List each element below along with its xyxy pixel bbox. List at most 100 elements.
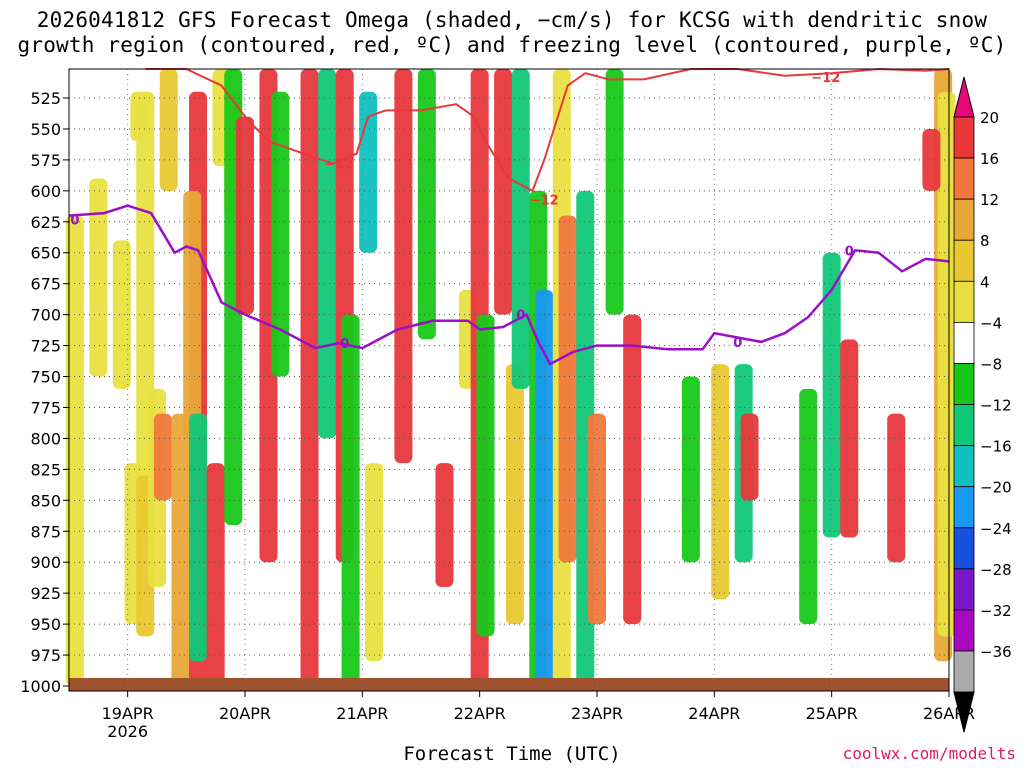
y-axis: 525 550 575 600 625 650 675 700 725 750 775 800 825 8… bbox=[20, 89, 69, 696]
omega-cell bbox=[822, 252, 841, 538]
colorbar-label: 8 bbox=[980, 232, 990, 250]
omega-cell bbox=[65, 215, 84, 686]
y-tick-label: 975 bbox=[30, 646, 61, 665]
site-credit: coolwx.com/modelts bbox=[842, 744, 1016, 763]
grid-layer bbox=[69, 69, 950, 691]
omega-cell bbox=[740, 413, 759, 501]
omega-cell bbox=[89, 178, 108, 377]
colorbar-swatch bbox=[953, 280, 975, 323]
ground-layer bbox=[69, 678, 949, 691]
omega-cell bbox=[623, 314, 642, 625]
y-tick-label: 550 bbox=[30, 120, 61, 139]
omega-cell bbox=[588, 413, 606, 625]
colorbar-label: −32 bbox=[980, 602, 1012, 620]
y-tick-label: 750 bbox=[30, 368, 61, 387]
omega-cell bbox=[476, 314, 495, 637]
omega-cell bbox=[206, 463, 225, 686]
contour-label: −12 bbox=[811, 71, 840, 86]
colorbar-swatch bbox=[953, 568, 975, 611]
omega-cell bbox=[159, 69, 178, 191]
y-tick-label: 825 bbox=[30, 460, 61, 479]
colorbar-label: 16 bbox=[980, 150, 999, 168]
omega-cell bbox=[494, 69, 513, 315]
x-tick-sublabel: 2026 bbox=[107, 722, 148, 741]
omega-cell bbox=[189, 413, 208, 662]
colorbar-label: −28 bbox=[980, 561, 1012, 579]
colorbar-swatch bbox=[953, 404, 975, 447]
omega-cell bbox=[511, 69, 530, 389]
omega-cell bbox=[605, 69, 624, 315]
omega-cell bbox=[711, 364, 730, 600]
y-tick-label: 725 bbox=[30, 337, 61, 356]
contour-label: 0 bbox=[516, 309, 525, 324]
contour-label: 0 bbox=[340, 337, 349, 352]
dgz-minus12-contour bbox=[145, 67, 950, 193]
omega-cell bbox=[394, 69, 413, 464]
y-tick-label: 925 bbox=[30, 584, 61, 603]
omega-cell bbox=[341, 314, 360, 686]
colorbar-label: −16 bbox=[980, 438, 1012, 456]
y-tick-label: 950 bbox=[30, 615, 61, 634]
colorbar-label: −8 bbox=[980, 355, 1002, 373]
omega-cell bbox=[318, 69, 337, 439]
colorbar-swatch bbox=[953, 321, 975, 364]
omega-cell bbox=[153, 413, 172, 501]
omega-cell bbox=[183, 190, 202, 439]
x-tick-label: 20APR bbox=[219, 704, 271, 723]
colorbar-swatch bbox=[953, 116, 975, 159]
colorbar-swatch bbox=[953, 363, 975, 405]
x-tick-label: 23APR bbox=[571, 704, 623, 723]
colorbar-swatch bbox=[953, 239, 975, 282]
chart-title-line1: 2026041812 GFS Forecast Omega (shaded, −… bbox=[36, 8, 988, 32]
omega-cell bbox=[505, 364, 524, 625]
colorbar-label: −24 bbox=[980, 520, 1012, 538]
colorbar-label: −12 bbox=[980, 397, 1012, 415]
colorbar-label: 20 bbox=[980, 109, 999, 127]
freezing-level-contour bbox=[68, 204, 950, 366]
colorbar-swatch bbox=[953, 157, 975, 200]
omega-cell bbox=[435, 463, 454, 587]
plot-frame bbox=[68, 68, 950, 692]
omega-cell bbox=[535, 289, 554, 686]
colorbar-swatch bbox=[953, 445, 975, 488]
contour-label: 0 bbox=[845, 244, 854, 259]
colorbar-swatch bbox=[953, 650, 975, 693]
y-tick-label: 775 bbox=[30, 398, 61, 417]
ground-surface bbox=[69, 678, 949, 691]
y-tick-label: 850 bbox=[30, 491, 61, 510]
omega-cell bbox=[558, 215, 577, 563]
colorbar: 20 16 12 8 4 −4 −8 −12 −16 −20 −24 −28 −32 −36 bbox=[953, 76, 1012, 733]
y-tick-label: 525 bbox=[30, 89, 61, 108]
y-tick-label: 650 bbox=[30, 244, 61, 263]
omega-cell bbox=[887, 413, 906, 563]
omega-cell bbox=[799, 388, 818, 625]
contour-layer: −12 −12 −12 0 0 0 0 0 bbox=[68, 67, 950, 366]
contour-label: −12 bbox=[324, 158, 353, 173]
y-tick-label: 600 bbox=[30, 182, 61, 201]
contour-label: 0 bbox=[733, 336, 742, 351]
y-tick-label: 900 bbox=[30, 553, 61, 572]
colorbar-label: −36 bbox=[980, 643, 1012, 661]
omega-cell bbox=[417, 69, 436, 340]
x-tick-label: 22APR bbox=[454, 704, 506, 723]
y-tick-label: 1000 bbox=[20, 677, 61, 696]
y-tick-label: 800 bbox=[30, 429, 61, 448]
colorbar-label: 4 bbox=[980, 273, 990, 291]
omega-cell bbox=[922, 128, 941, 191]
y-tick-label: 575 bbox=[30, 151, 61, 170]
contour-label: −12 bbox=[530, 194, 559, 209]
y-tick-label: 700 bbox=[30, 306, 61, 325]
x-tick-label: 25APR bbox=[806, 704, 858, 723]
omega-cell bbox=[171, 413, 190, 686]
colorbar-under-arrow bbox=[953, 691, 975, 733]
colorbar-swatch bbox=[953, 527, 975, 570]
colorbar-label: −20 bbox=[980, 479, 1012, 497]
colorbar-label: −4 bbox=[980, 314, 1002, 332]
x-tick-label: 19APR bbox=[102, 704, 154, 723]
omega-cell bbox=[271, 91, 290, 377]
y-tick-label: 875 bbox=[30, 522, 61, 541]
y-tick-label: 675 bbox=[30, 275, 61, 294]
omega-cell bbox=[236, 116, 254, 315]
